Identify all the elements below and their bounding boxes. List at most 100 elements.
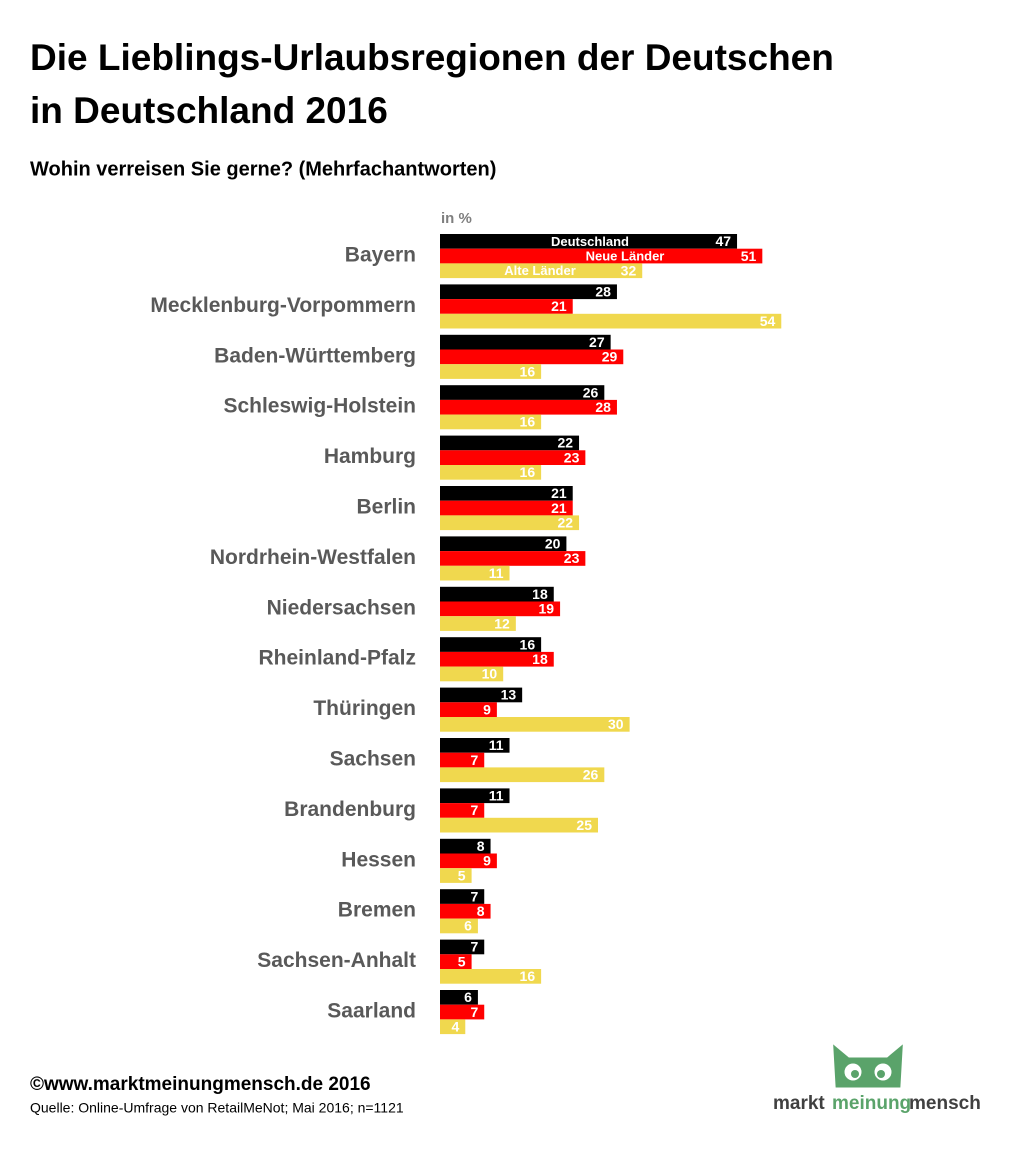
logo-text: mensch xyxy=(909,1093,981,1114)
bar xyxy=(440,586,554,602)
value-label: 8 xyxy=(477,903,485,919)
bar xyxy=(440,939,485,955)
category-label: Berlin xyxy=(356,496,416,519)
value-label: 16 xyxy=(520,414,536,430)
bar xyxy=(440,515,580,531)
value-label: 7 xyxy=(470,1004,478,1020)
bar xyxy=(440,889,485,904)
value-label: 22 xyxy=(557,514,573,530)
value-label: 30 xyxy=(608,716,624,732)
value-label: 5 xyxy=(458,953,466,969)
value-label: 11 xyxy=(489,787,504,803)
value-label: 23 xyxy=(564,449,580,465)
bar xyxy=(440,284,617,300)
value-label: 6 xyxy=(464,918,472,934)
bar xyxy=(440,702,497,717)
bar xyxy=(440,234,738,249)
value-label: 23 xyxy=(564,550,580,566)
value-label: 26 xyxy=(583,766,599,782)
bar xyxy=(440,767,605,783)
bar xyxy=(440,536,567,552)
bar xyxy=(440,299,573,314)
category-label: Hamburg xyxy=(324,445,416,468)
value-label: 51 xyxy=(741,248,757,264)
value-label: 6 xyxy=(464,989,472,1005)
value-label: 25 xyxy=(576,817,592,833)
value-label: 22 xyxy=(557,435,573,451)
bar xyxy=(440,248,763,264)
bar xyxy=(440,349,624,365)
value-label: 28 xyxy=(595,399,611,415)
source: Quelle: Online-Umfrage von RetailMeNot; … xyxy=(30,1100,404,1116)
legend-label: Deutschland xyxy=(551,234,629,249)
category-label: Thüringen xyxy=(313,697,416,720)
legend-label: Alte Länder xyxy=(504,263,576,278)
bar xyxy=(440,399,617,415)
bar xyxy=(440,364,542,379)
value-label: 27 xyxy=(589,334,605,350)
bar xyxy=(440,918,478,934)
bar xyxy=(440,651,554,667)
value-label: 7 xyxy=(470,752,478,768)
bar xyxy=(440,435,580,451)
value-label: 12 xyxy=(494,615,510,631)
bar xyxy=(440,500,573,516)
category-label: Baden-Württemberg xyxy=(214,344,416,367)
bar xyxy=(440,565,510,581)
bar xyxy=(440,954,472,969)
category-label: Rheinland-Pfalz xyxy=(258,647,416,670)
value-label: 18 xyxy=(532,586,548,602)
value-label: 11 xyxy=(489,737,504,753)
bar xyxy=(440,717,630,732)
value-label: 20 xyxy=(545,535,561,551)
category-label: Nordrhein-Westfalen xyxy=(210,546,416,569)
value-label: 21 xyxy=(551,500,567,516)
copyright: ©www.marktmeinungmensch.de 2016 xyxy=(30,1074,371,1095)
bar xyxy=(440,788,510,804)
chart-subtitle: Wohin verreisen Sie gerne? (Mehrfachantw… xyxy=(30,158,496,180)
category-label: Bremen xyxy=(338,899,416,922)
bar xyxy=(440,838,491,854)
category-label: Hessen xyxy=(341,848,416,871)
category-label: Bayern xyxy=(345,244,416,267)
value-label: 4 xyxy=(451,1018,459,1034)
bar xyxy=(440,334,611,350)
category-label: Mecklenburg-Vorpommern xyxy=(150,294,416,317)
chart-title: in Deutschland 2016 xyxy=(30,90,388,131)
bar xyxy=(440,616,516,631)
value-label: 16 xyxy=(520,968,536,984)
category-label: Brandenburg xyxy=(284,798,416,821)
legend-label: Neue Länder xyxy=(586,248,665,263)
bar xyxy=(440,1019,466,1035)
value-label: 47 xyxy=(715,233,731,249)
bar xyxy=(440,803,485,818)
bar xyxy=(440,414,542,430)
value-label: 21 xyxy=(551,485,567,501)
bar xyxy=(440,666,504,682)
logo-text: markt xyxy=(773,1093,825,1114)
value-label: 29 xyxy=(602,349,618,365)
bar xyxy=(440,313,782,329)
logo-text: meinung xyxy=(832,1093,911,1114)
value-label: 7 xyxy=(470,888,478,904)
value-label: 7 xyxy=(470,802,478,818)
value-label: 21 xyxy=(551,298,567,314)
bar xyxy=(440,486,573,501)
value-label: 28 xyxy=(595,283,611,299)
value-label: 26 xyxy=(583,384,599,400)
bar xyxy=(440,752,485,768)
bar xyxy=(440,601,561,617)
category-label: Sachsen xyxy=(330,748,416,771)
unit-label: in % xyxy=(441,210,472,227)
value-label: 7 xyxy=(470,939,478,955)
bar xyxy=(440,868,472,883)
bar xyxy=(440,385,605,400)
bar xyxy=(440,817,598,833)
value-label: 32 xyxy=(621,262,637,278)
bar xyxy=(440,990,478,1005)
value-label: 16 xyxy=(520,464,536,480)
logo-owl xyxy=(833,1044,903,1088)
value-label: 8 xyxy=(477,838,485,854)
